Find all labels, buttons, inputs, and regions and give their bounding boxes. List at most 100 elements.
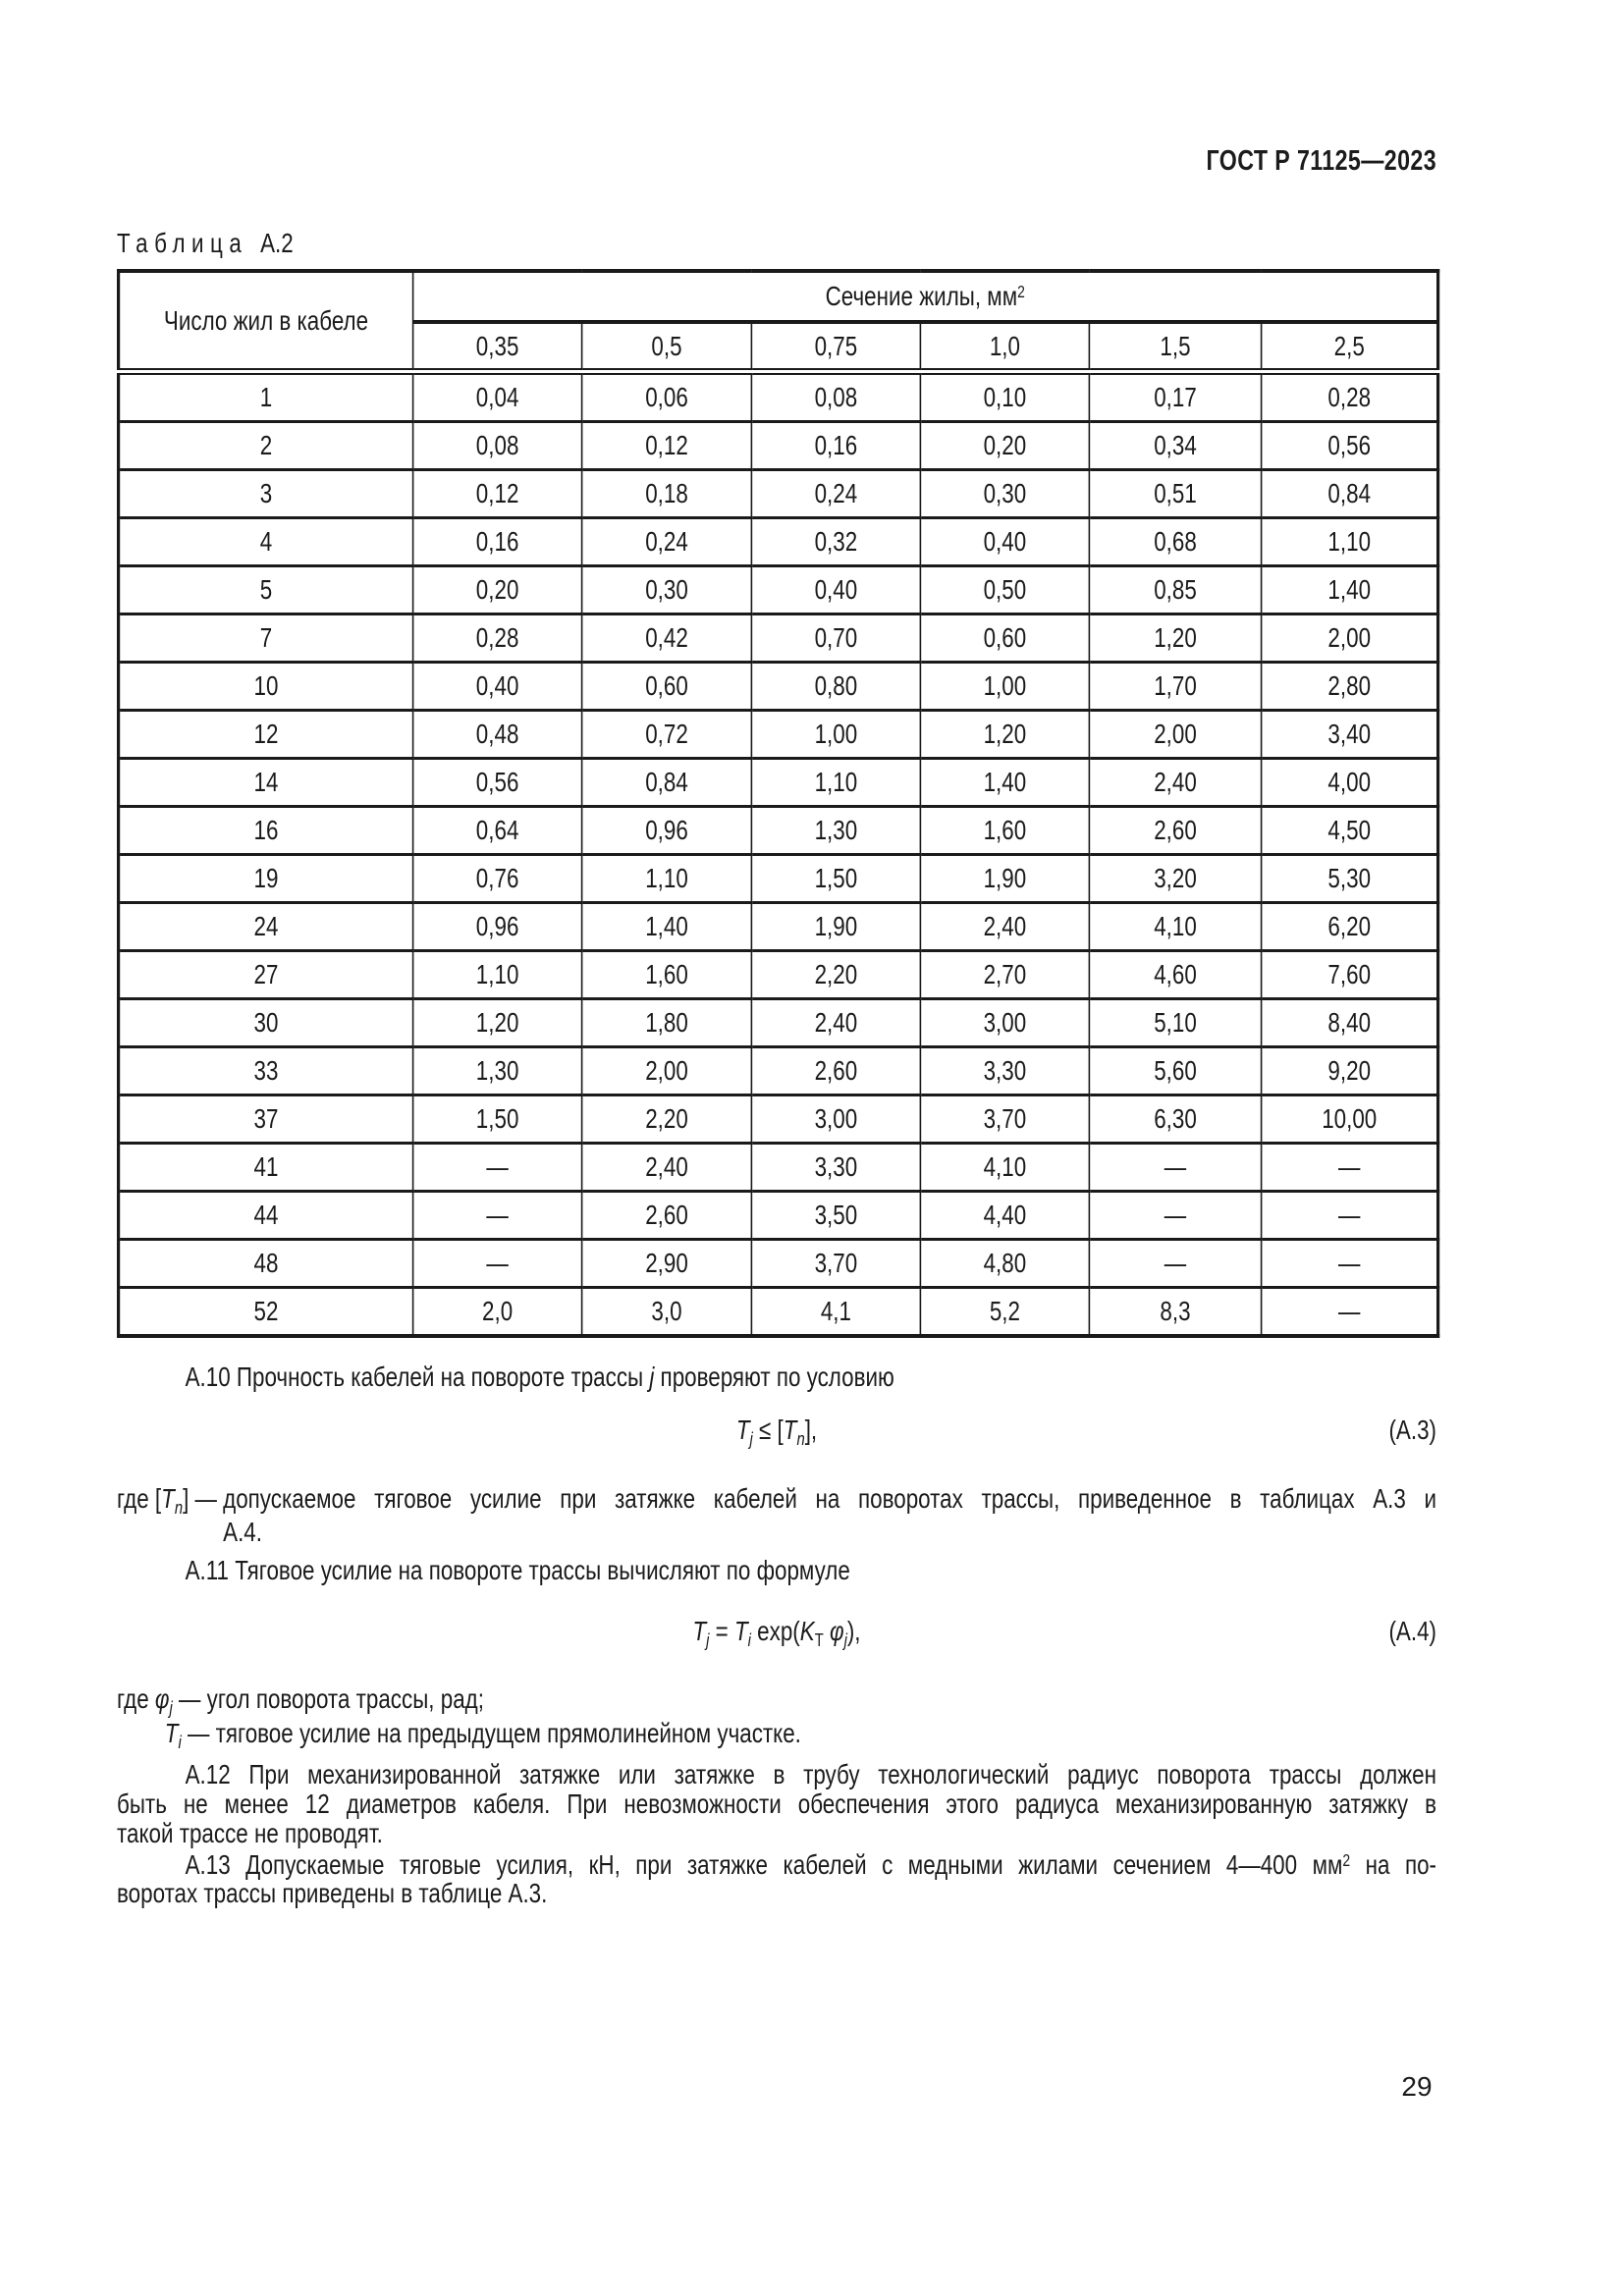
cell-value: — xyxy=(1260,1238,1439,1289)
cell-cores-count: 48 xyxy=(117,1238,414,1289)
header-col-075: 0,75 xyxy=(750,322,922,375)
cell-value: 3,00 xyxy=(750,1094,922,1145)
cell-cores-count: 1 xyxy=(117,370,414,423)
a13-text-pre: А.13 Допускаемые тяговые усилия, кН, при… xyxy=(185,1849,1343,1880)
table-header-row-1: Число жил в кабеле Сечение жилы, мм2 xyxy=(117,271,1439,375)
cell-value: 0,40 xyxy=(411,661,583,712)
cell-value: 1,20 xyxy=(411,997,583,1048)
where-a4: где φj — угол поворота трассы, рад; Ti —… xyxy=(117,1682,1436,1752)
w4-var-t: T xyxy=(164,1718,179,1748)
table-row: 10 0,40 0,60 0,80 1,00 1,70 2,80 xyxy=(117,661,1439,712)
cell-value: 2,00 xyxy=(1088,709,1263,760)
w4-t-sub: i xyxy=(178,1731,182,1752)
paragraph-a12: А.12 При механизированной затяжке или за… xyxy=(117,1760,1436,1848)
w3-line1: допускаемое тяговое усилие при затяжке к… xyxy=(223,1483,1437,1514)
cell-value: 9,20 xyxy=(1260,1045,1439,1096)
table-row: 5 0,20 0,30 0,40 0,50 0,85 1,40 xyxy=(117,564,1439,615)
cell-value: 0,42 xyxy=(580,613,753,664)
table-row: 3 0,12 0,18 0,24 0,30 0,51 0,84 xyxy=(117,468,1439,519)
a4-lhs: T xyxy=(692,1616,707,1646)
cell-value: 5,30 xyxy=(1260,853,1439,904)
w4-dash2: — xyxy=(181,1718,216,1748)
table-header-row-2: 0,35 0,5 0,75 1,0 1,5 2,5 xyxy=(119,322,1439,375)
table-row: 24 0,96 1,40 1,90 2,40 4,10 6,20 xyxy=(117,901,1439,952)
cell-cores-count: 52 xyxy=(117,1286,414,1338)
header-cores-count: Число жил в кабеле xyxy=(117,271,414,375)
cell-value: 0,50 xyxy=(919,564,1091,615)
cell-value: 0,40 xyxy=(750,564,922,615)
cell-value: 1,40 xyxy=(580,901,753,952)
a3-rhs-sub: n xyxy=(796,1427,805,1449)
cell-value: 3,30 xyxy=(750,1142,922,1193)
cell-value: 2,00 xyxy=(1260,613,1439,664)
w3-lead1: где [ xyxy=(117,1483,162,1514)
cell-value: 0,68 xyxy=(1088,516,1263,567)
cell-value: 0,12 xyxy=(580,420,753,471)
cell-value: 0,96 xyxy=(580,805,753,856)
a12-line3: такой трассе не проводят. xyxy=(117,1818,383,1848)
cell-value: 0,06 xyxy=(580,370,753,423)
w3-lead2: ] — xyxy=(183,1483,224,1514)
cell-value: 4,60 xyxy=(1088,949,1263,1000)
table-a2: Число жил в кабеле Сечение жилы, мм2 0,3… xyxy=(117,269,1440,1338)
cell-value: 1,90 xyxy=(750,901,922,952)
a10-text-post: проверяют по условию xyxy=(654,1362,894,1392)
cell-value: 0,84 xyxy=(1260,468,1439,519)
cell-value: 0,16 xyxy=(411,516,583,567)
cell-value: 1,30 xyxy=(750,805,922,856)
header-col-15: 1,5 xyxy=(1088,322,1263,375)
cell-value: 1,40 xyxy=(1260,564,1439,615)
cell-value: 0,04 xyxy=(411,370,583,423)
a4-rhs: T xyxy=(733,1616,748,1646)
cell-value: 4,10 xyxy=(1088,901,1263,952)
table-row: 30 1,20 1,80 2,40 3,00 5,10 8,40 xyxy=(117,997,1439,1048)
cell-value: 1,20 xyxy=(1088,613,1263,664)
w4-text2: тяговое усилие на предыдущем прямолинейн… xyxy=(215,1718,801,1748)
w4-text1: угол поворота трассы, рад; xyxy=(206,1683,484,1714)
cell-value: — xyxy=(1088,1190,1263,1241)
cell-value: — xyxy=(1260,1142,1439,1193)
cell-value: 0,72 xyxy=(580,709,753,760)
a4-exp: exp( xyxy=(750,1616,800,1646)
where-a3: где [Tn] — допускаемое тяговое усилие пр… xyxy=(117,1482,1436,1549)
a12-line2: быть не менее 12 диаметров кабеля. При н… xyxy=(117,1789,1436,1819)
cell-cores-count: 10 xyxy=(117,661,414,712)
cell-value: 0,32 xyxy=(750,516,922,567)
cell-value: 0,84 xyxy=(580,757,753,808)
formula-a3: Tj ≤ [Tn], xyxy=(117,1414,1436,1449)
cell-value: 0,70 xyxy=(750,613,922,664)
where-a3-text: допускаемое тяговое усилие при затяжке к… xyxy=(223,1482,1436,1549)
a4-phi-sub: j xyxy=(843,1629,847,1650)
cell-value: — xyxy=(1260,1190,1439,1241)
table-row: 12 0,48 0,72 1,00 1,20 2,00 3,40 xyxy=(117,709,1439,760)
cell-value: 3,70 xyxy=(919,1094,1091,1145)
a4-tail: ), xyxy=(846,1616,861,1646)
cell-cores-count: 19 xyxy=(117,853,414,904)
formula-a4-row: Tj = Ti exp(KТ φj), (А.4) xyxy=(117,1615,1436,1650)
a3-lhs: T xyxy=(735,1415,750,1445)
paragraph-a11: А.11 Тяговое усилие на повороте трассы в… xyxy=(185,1555,850,1585)
cell-value: 1,10 xyxy=(1260,516,1439,567)
cell-value: 1,20 xyxy=(919,709,1091,760)
cell-cores-count: 27 xyxy=(117,949,414,1000)
w4-lead: где xyxy=(117,1683,155,1714)
w4-phi-sub: j xyxy=(169,1696,173,1718)
a13-line2: воротах трассы приведены в таблице А.3. xyxy=(117,1878,548,1908)
cell-value: 0,10 xyxy=(919,370,1091,423)
table-row: 7 0,28 0,42 0,70 0,60 1,20 2,00 xyxy=(117,613,1439,664)
header-col-10: 1,0 xyxy=(919,322,1091,375)
cell-value: 0,30 xyxy=(580,564,753,615)
cell-value: — xyxy=(1088,1142,1263,1193)
cell-value: 3,50 xyxy=(750,1190,922,1241)
table-row: 33 1,30 2,00 2,60 3,30 5,60 9,20 xyxy=(117,1045,1439,1096)
cell-value: 1,10 xyxy=(580,853,753,904)
cell-cores-count: 30 xyxy=(117,997,414,1048)
paragraph-a13: А.13 Допускаемые тяговые усилия, кН, при… xyxy=(117,1850,1436,1907)
formula-a3-row: Tj ≤ [Tn], (А.3) xyxy=(117,1414,1436,1449)
a4-rhs-sub: i xyxy=(747,1629,751,1650)
cell-cores-count: 3 xyxy=(117,468,414,519)
cell-value: 0,30 xyxy=(919,468,1091,519)
cell-value: 3,30 xyxy=(919,1045,1091,1096)
cell-value: — xyxy=(411,1190,583,1241)
cell-value: 6,30 xyxy=(1088,1094,1263,1145)
